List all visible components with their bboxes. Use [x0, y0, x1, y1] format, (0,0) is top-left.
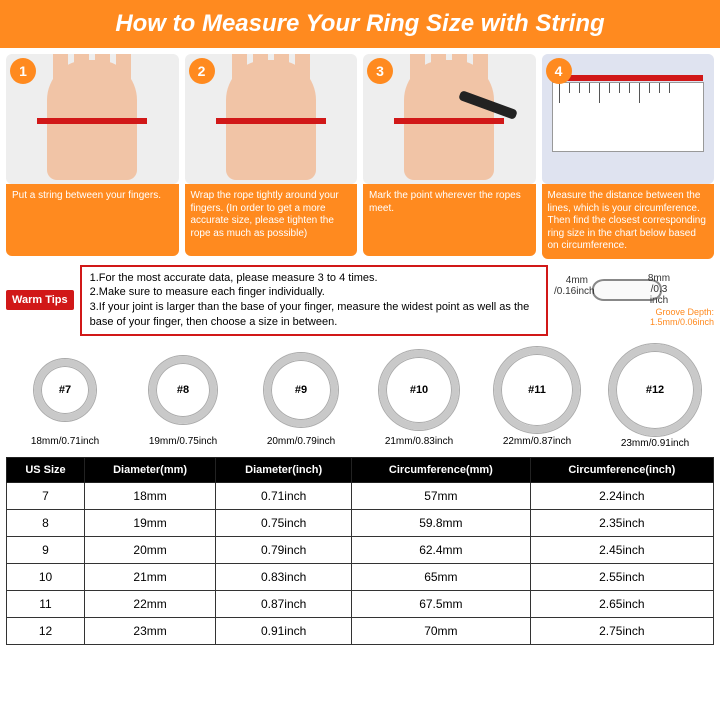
tips-line: 2.Make sure to measure each finger indiv…	[90, 285, 538, 300]
table-cell: 2.65inch	[530, 590, 713, 617]
ring-icon: #8	[149, 356, 217, 424]
tips-badge: Warm Tips	[6, 290, 74, 310]
table-cell: 70mm	[352, 617, 530, 644]
ring-size-label: 19mm/0.75inch	[126, 436, 240, 447]
step-caption: Measure the distance between the lines, …	[542, 184, 715, 259]
table-header-cell: Circumference(inch)	[530, 457, 713, 482]
size-item: #8 19mm/0.75inch	[126, 344, 240, 449]
size-item: #9 20mm/0.79inch	[244, 344, 358, 449]
table-header-cell: Diameter(inch)	[216, 457, 352, 482]
ring-size-tag: #10	[406, 384, 432, 396]
step-3: 3 Mark the point wherever the ropes meet.	[363, 54, 536, 259]
table-header-row: US SizeDiameter(mm)Diameter(inch)Circumf…	[7, 457, 714, 482]
table-header-cell: Diameter(mm)	[85, 457, 216, 482]
dim-width: 4mm /0.16inch	[554, 275, 588, 297]
ring-size-label: 21mm/0.83inch	[362, 436, 476, 447]
step-2: 2 Wrap the rope tightly around your finge…	[185, 54, 358, 259]
page-title: How to Measure Your Ring Size with Strin…	[0, 0, 720, 48]
table-cell: 23mm	[85, 617, 216, 644]
table-cell: 20mm	[85, 536, 216, 563]
table-cell: 62.4mm	[352, 536, 530, 563]
table-cell: 2.24inch	[530, 482, 713, 509]
infographic: How to Measure Your Ring Size with Strin…	[0, 0, 720, 720]
table-cell: 12	[7, 617, 85, 644]
step-image: 1	[6, 54, 179, 184]
dim-height: 8mm /0.3 inch	[642, 273, 676, 306]
table-row: 718mm0.71inch57mm2.24inch	[7, 482, 714, 509]
ring-dimensions: 4mm /0.16inch 8mm /0.3 inch Groove Depth…	[554, 265, 714, 336]
table-header-cell: Circumference(mm)	[352, 457, 530, 482]
table-cell: 0.83inch	[216, 563, 352, 590]
size-chart-table: US SizeDiameter(mm)Diameter(inch)Circumf…	[6, 457, 714, 645]
tips-row: Warm Tips 1.For the most accurate data, …	[0, 259, 720, 340]
step-4: 4 Measure the distance between the lines,…	[542, 54, 715, 259]
table-header-cell: US Size	[7, 457, 85, 482]
table-cell: 11	[7, 590, 85, 617]
ring-size-label: 22mm/0.87inch	[480, 436, 594, 447]
table-cell: 2.75inch	[530, 617, 713, 644]
step-caption: Mark the point wherever the ropes meet.	[363, 184, 536, 256]
table-row: 819mm0.75inch59.8mm2.35inch	[7, 509, 714, 536]
table-cell: 0.75inch	[216, 509, 352, 536]
table-cell: 2.55inch	[530, 563, 713, 590]
steps-row: 1 Put a string between your fingers. 2 Wrap…	[0, 48, 720, 259]
table-cell: 7	[7, 482, 85, 509]
ring-icon: #12	[609, 344, 701, 436]
step-number-badge: 4	[546, 58, 572, 84]
ring-size-tag: #9	[291, 384, 311, 396]
ring-size-tag: #11	[524, 384, 550, 396]
size-item: #11 22mm/0.87inch	[480, 344, 594, 449]
tips-line: 3.If your joint is larger than the base …	[90, 300, 538, 330]
table-cell: 0.91inch	[216, 617, 352, 644]
ring-size-tag: #12	[642, 384, 668, 396]
table-cell: 65mm	[352, 563, 530, 590]
tips-line: 1.For the most accurate data, please mea…	[90, 271, 538, 286]
table-cell: 57mm	[352, 482, 530, 509]
table-row: 1122mm0.87inch67.5mm2.65inch	[7, 590, 714, 617]
size-item: #12 23mm/0.91inch	[598, 344, 712, 449]
step-image: 3	[363, 54, 536, 184]
ring-size-tag: #7	[55, 384, 75, 396]
table-cell: 0.71inch	[216, 482, 352, 509]
table-cell: 10	[7, 563, 85, 590]
table-cell: 67.5mm	[352, 590, 530, 617]
step-number-badge: 2	[189, 58, 215, 84]
table-cell: 0.87inch	[216, 590, 352, 617]
ring-size-label: 23mm/0.91inch	[598, 438, 712, 449]
step-image: 4	[542, 54, 715, 184]
step-number-badge: 3	[367, 58, 393, 84]
step-caption: Wrap the rope tightly around your finger…	[185, 184, 358, 256]
table-cell: 2.35inch	[530, 509, 713, 536]
ring-icon: #11	[494, 347, 580, 433]
ring-icon: #9	[264, 353, 338, 427]
size-item: #10 21mm/0.83inch	[362, 344, 476, 449]
sizes-row: #7 18mm/0.71inch #8 19mm/0.75inch #9 20mm/0.7…	[0, 340, 720, 451]
table-row: 1021mm0.83inch65mm2.55inch	[7, 563, 714, 590]
ring-size-label: 18mm/0.71inch	[8, 436, 122, 447]
ring-icon: #10	[379, 350, 459, 430]
tips-box: 1.For the most accurate data, please mea…	[80, 265, 548, 336]
dim-groove: Groove Depth: 1.5mm/0.06inch	[642, 307, 714, 327]
table-cell: 0.79inch	[216, 536, 352, 563]
step-number-badge: 1	[10, 58, 36, 84]
table-cell: 8	[7, 509, 85, 536]
table-row: 1223mm0.91inch70mm2.75inch	[7, 617, 714, 644]
table-cell: 18mm	[85, 482, 216, 509]
table-cell: 2.45inch	[530, 536, 713, 563]
ring-size-tag: #8	[173, 384, 193, 396]
size-item: #7 18mm/0.71inch	[8, 344, 122, 449]
table-cell: 22mm	[85, 590, 216, 617]
step-image: 2	[185, 54, 358, 184]
table-cell: 9	[7, 536, 85, 563]
table-cell: 19mm	[85, 509, 216, 536]
step-caption: Put a string between your fingers.	[6, 184, 179, 256]
ring-icon: #7	[34, 359, 96, 421]
table-row: 920mm0.79inch62.4mm2.45inch	[7, 536, 714, 563]
ring-size-label: 20mm/0.79inch	[244, 436, 358, 447]
table-cell: 21mm	[85, 563, 216, 590]
table-body: 718mm0.71inch57mm2.24inch819mm0.75inch59…	[7, 482, 714, 644]
table-cell: 59.8mm	[352, 509, 530, 536]
step-1: 1 Put a string between your fingers.	[6, 54, 179, 259]
